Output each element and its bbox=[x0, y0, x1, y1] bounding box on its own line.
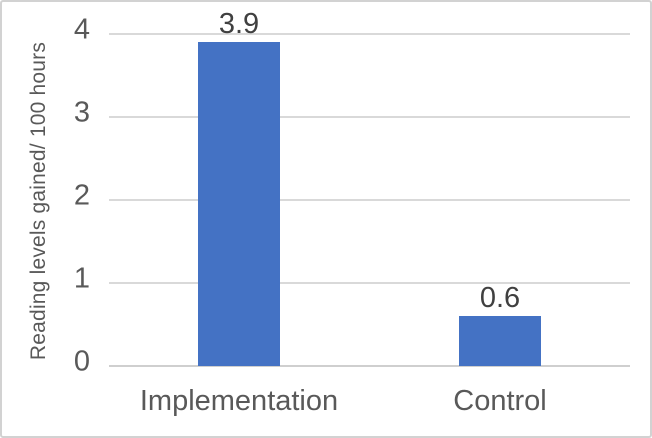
plot-area: 0 1 2 3 4 3.9 0.6 Implementation Control bbox=[74, 10, 630, 417]
category-label-implementation: Implementation bbox=[139, 385, 339, 417]
gridline-y3 bbox=[109, 116, 630, 118]
data-label-implementation: 3.9 bbox=[218, 8, 260, 40]
y-tick-label-1: 1 bbox=[73, 262, 90, 295]
category-label-control: Control bbox=[453, 385, 547, 417]
x-axis-line bbox=[109, 365, 630, 367]
y-tick-label-3: 3 bbox=[73, 96, 90, 129]
bar-implementation: 3.9 bbox=[198, 10, 280, 366]
gridline-y2 bbox=[109, 199, 630, 201]
y-tick-label-4: 4 bbox=[73, 13, 90, 46]
y-tick-label-2: 2 bbox=[73, 179, 90, 212]
bar-control: 0.6 bbox=[459, 284, 541, 366]
y-tick-label-0: 0 bbox=[73, 345, 90, 378]
y-axis-title: Reading levels gained/ 100 hours bbox=[27, 41, 50, 361]
gridline-y4 bbox=[109, 33, 630, 35]
gridline-y1 bbox=[109, 282, 630, 284]
data-label-control: 0.6 bbox=[479, 282, 521, 314]
